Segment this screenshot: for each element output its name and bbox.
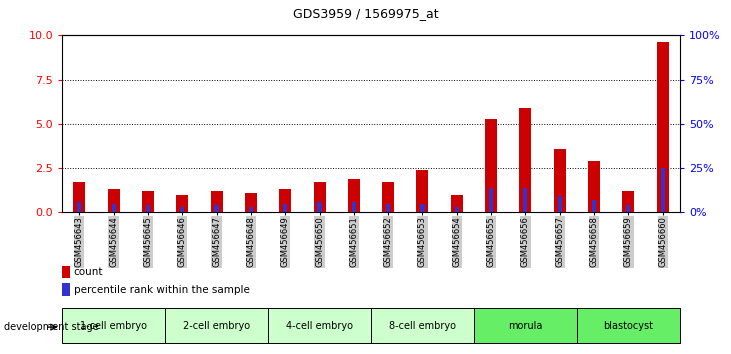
Bar [382,182,394,212]
Bar [485,119,497,212]
Text: 4-cell embryo: 4-cell embryo [286,321,353,331]
Bar [520,108,531,212]
Bar [592,200,596,212]
Bar [558,196,562,212]
Text: blastocyst: blastocyst [603,321,654,331]
Bar [245,193,257,212]
Bar [489,188,493,212]
Bar [268,308,371,343]
Bar [112,204,115,212]
Bar [386,204,390,212]
Bar [211,191,222,212]
Text: development stage: development stage [4,322,98,332]
Text: 1-cell embryo: 1-cell embryo [80,321,147,331]
Bar [62,266,70,278]
Bar [451,195,463,212]
Bar [146,205,150,212]
Bar [656,42,669,212]
Bar [62,283,70,296]
Bar [165,308,268,343]
Bar [588,161,600,212]
Bar [62,308,165,343]
Bar [348,179,360,212]
Text: percentile rank within the sample: percentile rank within the sample [74,285,250,295]
Text: GDS3959 / 1569975_at: GDS3959 / 1569975_at [292,7,439,20]
Bar [626,205,630,212]
Bar [249,207,253,212]
Bar [577,308,680,343]
Bar [417,170,428,212]
Bar [474,308,577,343]
Bar [352,202,356,212]
Bar [180,207,184,212]
Bar [314,182,325,212]
Bar [73,182,86,212]
Text: 2-cell embryo: 2-cell embryo [183,321,250,331]
Bar [455,207,459,212]
Bar [283,204,287,212]
Bar [77,202,81,212]
Bar [279,189,291,212]
Bar [553,149,566,212]
Bar [420,204,425,212]
Bar [107,189,120,212]
Bar [214,205,219,212]
Text: morula: morula [508,321,542,331]
Text: count: count [74,267,103,277]
Bar [523,188,528,212]
Text: 8-cell embryo: 8-cell embryo [389,321,456,331]
Bar [622,191,635,212]
Bar [142,191,154,212]
Bar [371,308,474,343]
Bar [317,202,322,212]
Bar [661,168,664,212]
Bar [176,195,189,212]
